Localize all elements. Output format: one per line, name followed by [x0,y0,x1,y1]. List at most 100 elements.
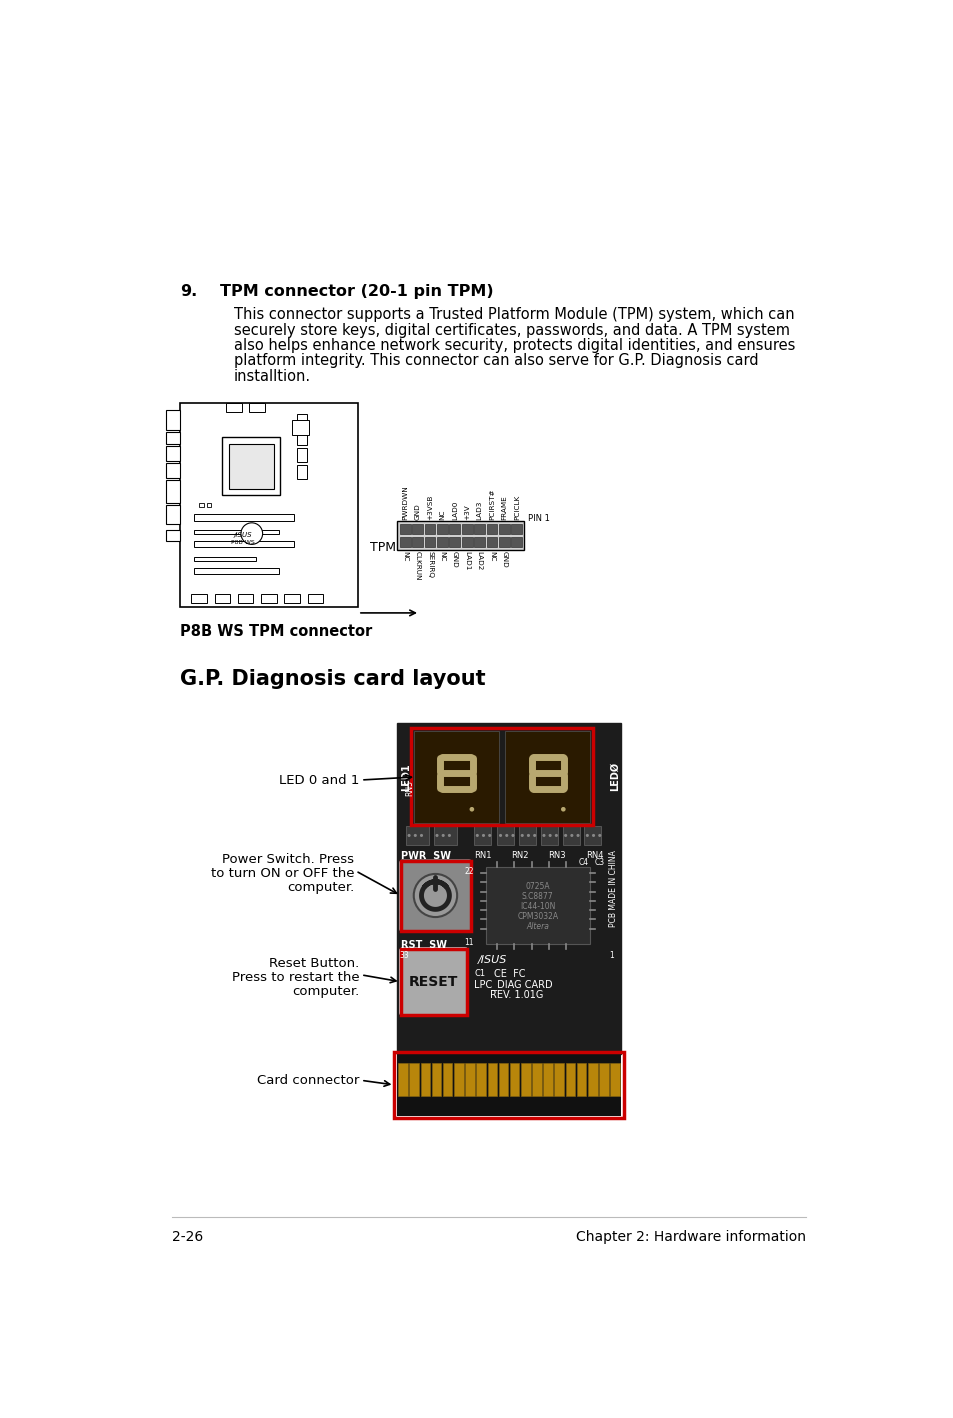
FancyBboxPatch shape [583,827,600,845]
Circle shape [585,834,588,837]
FancyBboxPatch shape [610,1064,619,1096]
Circle shape [592,834,595,837]
Text: P8B WS: P8B WS [232,540,254,546]
Circle shape [498,834,501,837]
FancyBboxPatch shape [412,536,422,547]
FancyBboxPatch shape [474,536,484,547]
Text: Press to restart the: Press to restart the [232,971,359,984]
Text: NC: NC [489,552,495,562]
Circle shape [435,834,438,837]
Circle shape [469,807,474,811]
Text: RN4: RN4 [585,851,602,859]
FancyBboxPatch shape [540,827,558,845]
Text: LAD0: LAD0 [452,501,457,520]
Circle shape [447,834,451,837]
FancyBboxPatch shape [511,536,521,547]
Circle shape [526,834,530,837]
FancyBboxPatch shape [476,1064,485,1096]
Text: CE  FC: CE FC [493,968,524,978]
FancyBboxPatch shape [498,536,509,547]
Text: LAD2: LAD2 [476,552,482,570]
FancyBboxPatch shape [229,444,274,489]
FancyBboxPatch shape [424,525,435,535]
Circle shape [542,834,545,837]
FancyBboxPatch shape [193,515,294,520]
FancyBboxPatch shape [412,525,422,535]
Text: C4: C4 [578,858,588,866]
Text: computer.: computer. [292,986,359,998]
Circle shape [505,834,508,837]
FancyBboxPatch shape [396,723,620,1054]
Text: RN5: RN5 [405,780,414,797]
FancyBboxPatch shape [474,827,491,845]
Text: 9.: 9. [179,284,196,299]
Text: 0725A: 0725A [525,882,550,892]
Text: LED1: LED1 [400,763,411,791]
Text: Card connector: Card connector [257,1073,359,1086]
FancyBboxPatch shape [166,445,179,461]
Text: PCB MADE IN CHINA: PCB MADE IN CHINA [609,851,618,927]
FancyBboxPatch shape [598,1064,608,1096]
Text: 22: 22 [464,866,474,876]
FancyBboxPatch shape [409,1064,418,1096]
FancyBboxPatch shape [284,594,299,603]
Text: securely store keys, digital certificates, passwords, and data. A TPM system: securely store keys, digital certificate… [233,323,789,337]
FancyBboxPatch shape [577,1064,586,1096]
Text: REV. 1.01G: REV. 1.01G [489,990,542,1000]
Text: LAD3: LAD3 [476,501,482,520]
FancyBboxPatch shape [424,536,435,547]
FancyBboxPatch shape [587,1064,597,1096]
Text: P8B WS TPM connector: P8B WS TPM connector [179,624,372,638]
FancyBboxPatch shape [396,522,523,550]
Text: C3: C3 [594,858,604,866]
FancyBboxPatch shape [179,403,357,607]
Text: installtion.: installtion. [233,369,311,384]
Circle shape [481,834,484,837]
Circle shape [520,834,523,837]
FancyBboxPatch shape [207,503,212,508]
Text: 1: 1 [608,951,613,960]
Text: 33: 33 [398,951,408,960]
Text: TPM connector (20-1 pin TPM): TPM connector (20-1 pin TPM) [220,284,493,299]
FancyBboxPatch shape [465,1064,475,1096]
Text: SERIRQ: SERIRQ [427,552,433,579]
Text: PWRDWN: PWRDWN [402,485,408,520]
Text: PCICLK: PCICLK [514,495,519,520]
Text: NC: NC [402,552,408,562]
Text: LAD1: LAD1 [464,552,470,570]
FancyBboxPatch shape [554,1064,563,1096]
Circle shape [407,834,410,837]
FancyBboxPatch shape [474,525,484,535]
FancyBboxPatch shape [497,827,514,845]
Circle shape [419,834,422,837]
Text: PWR  SW: PWR SW [400,851,450,861]
Text: S.C8877: S.C8877 [521,892,553,902]
FancyBboxPatch shape [396,1054,620,1116]
Circle shape [533,834,536,837]
FancyBboxPatch shape [449,536,459,547]
FancyBboxPatch shape [511,525,521,535]
FancyBboxPatch shape [485,866,590,944]
Text: to turn ON or OFF the: to turn ON or OFF the [211,866,354,881]
Text: CLKRUN: CLKRUN [415,552,420,581]
Text: LPC_DIAG CARD: LPC_DIAG CARD [474,980,552,990]
FancyBboxPatch shape [498,1064,508,1096]
Text: This connector supports a Trusted Platform Module (TPM) system, which can: This connector supports a Trusted Platfo… [233,308,794,322]
Text: CPM3032A: CPM3032A [517,912,558,922]
FancyBboxPatch shape [454,1064,463,1096]
FancyBboxPatch shape [214,594,230,603]
Circle shape [241,523,262,545]
FancyBboxPatch shape [461,536,472,547]
FancyBboxPatch shape [420,1064,430,1096]
Text: FRAME: FRAME [501,495,507,520]
Circle shape [414,834,416,837]
Circle shape [511,834,514,837]
FancyBboxPatch shape [166,410,179,430]
FancyBboxPatch shape [222,437,280,495]
Text: platform integrity. This connector can also serve for G.P. Diagnosis card: platform integrity. This connector can a… [233,353,758,369]
Circle shape [560,807,565,811]
FancyBboxPatch shape [193,542,294,547]
Text: /ISUS: /ISUS [233,532,253,539]
Text: RESET: RESET [409,974,458,988]
Text: +3V: +3V [464,503,470,520]
